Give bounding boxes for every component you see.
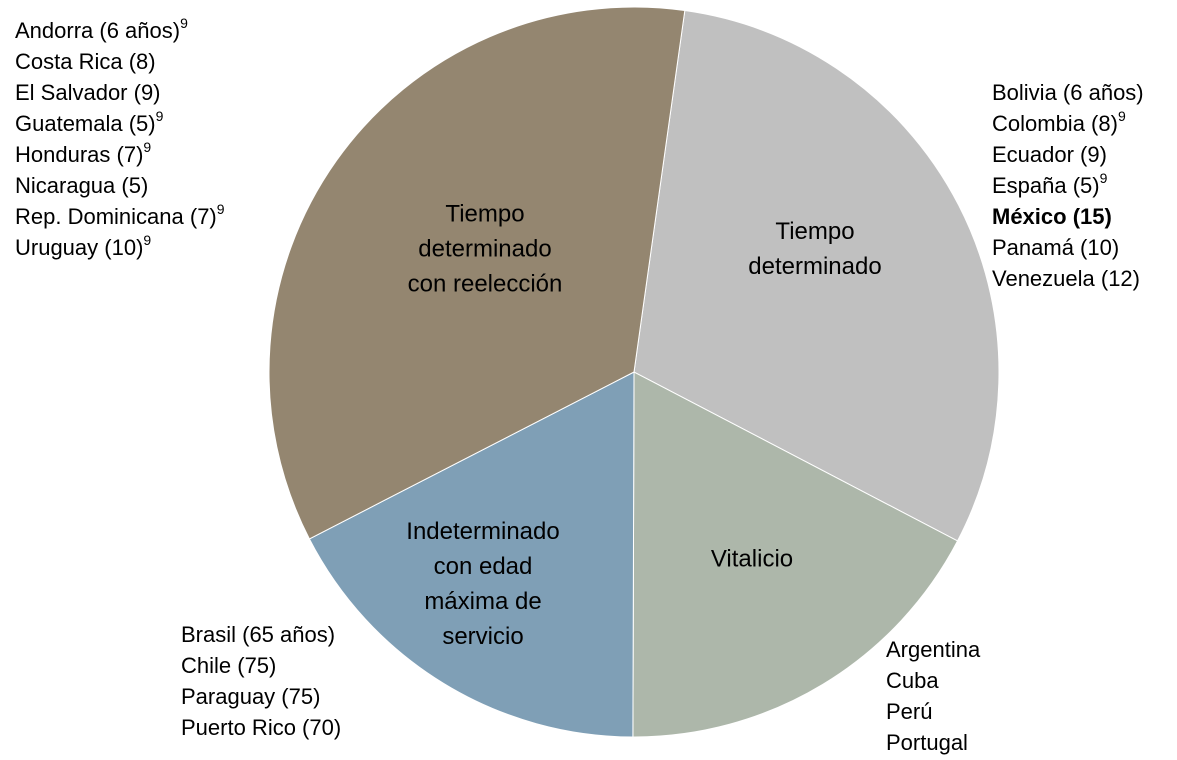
country-label: Costa Rica (8) [15,49,156,74]
country-label: Honduras (7)9 [15,139,151,167]
country-name: Honduras (7) [15,142,143,167]
pie-slice [633,9,1000,542]
country-label: Guatemala (5)9 [15,108,164,136]
pie-slice [308,371,635,738]
country-label: Perú [886,699,932,724]
country-name: Nicaragua (5) [15,173,148,198]
country-label: Bolivia (6 años) [992,80,1144,105]
country-label: México (15) [992,204,1112,229]
slice-label: servicio [442,623,523,650]
country-name: Perú [886,699,932,724]
country-label: Ecuador (9) [992,142,1107,167]
country-name: Bolivia (6 años) [992,80,1144,105]
country-name: Chile (75) [181,653,276,678]
slice-label: con edad [434,553,533,580]
country-label: Puerto Rico (70) [181,715,341,740]
slice-label: Tiempo [775,218,854,245]
country-label: Venezuela (12) [992,266,1140,291]
footnote-mark: 9 [156,108,164,124]
country-label: Argentina [886,637,981,662]
country-name: Cuba [886,668,939,693]
country-name: Rep. Dominicana (7) [15,204,217,229]
country-label: Andorra (6 años)9 [15,15,188,43]
country-name: Argentina [886,637,981,662]
country-name: Venezuela (12) [992,266,1140,291]
country-name: México (15) [992,204,1112,229]
country-label: Rep. Dominicana (7)9 [15,201,225,229]
country-name: Portugal [886,730,968,755]
slice-label: determinado [748,253,881,280]
country-label: Colombia (8)9 [992,108,1126,136]
country-name: El Salvador (9) [15,80,161,105]
country-label: Nicaragua (5) [15,173,148,198]
country-name: Ecuador (9) [992,142,1107,167]
slice-label: Tiempo [445,200,524,227]
country-name: Costa Rica (8) [15,49,156,74]
country-name: Colombia (8) [992,111,1118,136]
footnote-mark: 9 [217,201,225,217]
country-label: Cuba [886,668,939,693]
footnote-mark: 9 [143,232,151,248]
country-name: Paraguay (75) [181,684,320,709]
country-label: Paraguay (75) [181,684,320,709]
country-name: Andorra (6 años) [15,18,180,43]
slice-label: máxima de [424,588,541,615]
country-name: Puerto Rico (70) [181,715,341,740]
country-name: Uruguay (10) [15,235,143,260]
slice-label: determinado [418,235,551,262]
country-label: Brasil (65 años) [181,622,335,647]
country-name: Panamá (10) [992,235,1119,260]
footnote-mark: 9 [143,139,151,155]
footnote-mark: 9 [180,15,188,31]
pie-slice [268,6,686,540]
country-label: España (5)9 [992,170,1108,198]
pie-slice [632,371,959,738]
slice-label: Indeterminado [406,518,559,545]
country-label: Panamá (10) [992,235,1119,260]
country-label: El Salvador (9) [15,80,161,105]
footnote-mark: 9 [1100,170,1108,186]
country-name: España (5) [992,173,1100,198]
country-label: Portugal [886,730,968,755]
country-name: Brasil (65 años) [181,622,335,647]
country-label: Uruguay (10)9 [15,232,151,260]
slice-label: Vitalicio [711,545,793,572]
country-name: Guatemala (5) [15,111,156,136]
slice-label: con reelección [408,270,563,297]
footnote-mark: 9 [1118,108,1126,124]
country-label: Chile (75) [181,653,276,678]
